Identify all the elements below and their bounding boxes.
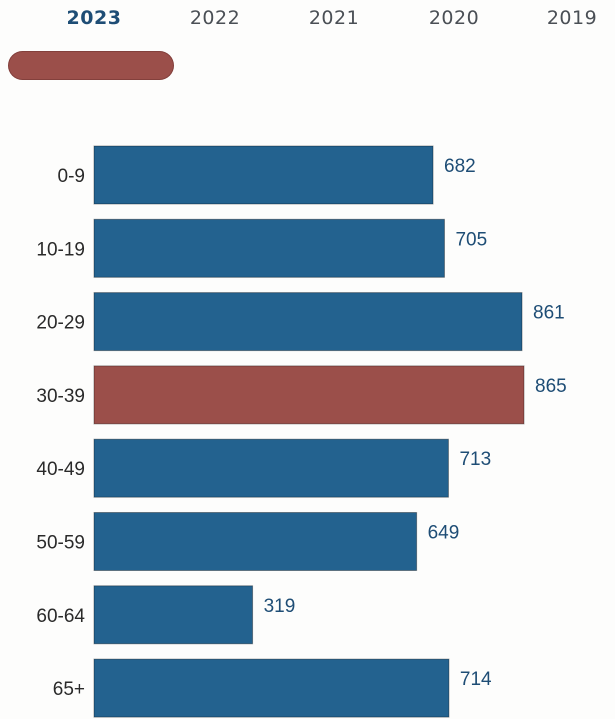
category-label: 10-19	[36, 239, 85, 260]
category-label: 50-59	[36, 533, 85, 554]
value-label: 865	[535, 376, 567, 397]
category-label: 20-29	[36, 313, 85, 334]
bar	[93, 658, 450, 718]
bar-group-30-39: 30-39 865	[36, 365, 567, 425]
value-label: 714	[460, 669, 492, 690]
value-label: 861	[533, 303, 565, 324]
tab-year-2023[interactable]: 2023	[66, 7, 122, 29]
bar	[93, 512, 418, 571]
year-tabs: 2023 2022 2021 2020 2019	[0, 0, 615, 40]
category-label: 0-9	[58, 166, 85, 187]
category-label: 30-39	[36, 386, 85, 407]
bar	[93, 292, 523, 352]
bar-highlighted	[93, 365, 525, 425]
value-label: 713	[459, 449, 491, 470]
bar-group-65+: 65+ 714	[53, 658, 492, 718]
tab-year-2020[interactable]: 2020	[428, 7, 480, 29]
category-label: 65+	[53, 679, 85, 700]
bar-group-0-9: 0-9 682	[58, 145, 476, 205]
active-tab-indicator	[8, 51, 174, 80]
bar	[93, 585, 254, 645]
category-label: 60-64	[36, 606, 85, 627]
value-label: 319	[264, 596, 296, 617]
value-label: 649	[428, 523, 460, 544]
tab-year-2022[interactable]: 2022	[189, 7, 241, 29]
bar	[93, 438, 449, 498]
value-label: 705	[455, 229, 487, 250]
bar-group-40-49: 40-49 713	[36, 438, 491, 498]
tab-year-2021[interactable]: 2021	[308, 7, 360, 29]
category-label: 40-49	[36, 459, 85, 480]
bar-group-20-29: 20-29 861	[36, 292, 565, 352]
value-label: 682	[444, 156, 476, 177]
bar-group-50-59: 50-59 649	[36, 512, 460, 571]
bar	[93, 218, 445, 278]
bar-group-10-19: 10-19 705	[36, 218, 487, 278]
bar-group-60-64: 60-64 319	[36, 585, 296, 645]
tab-year-2019[interactable]: 2019	[546, 7, 598, 29]
bar	[93, 145, 434, 205]
